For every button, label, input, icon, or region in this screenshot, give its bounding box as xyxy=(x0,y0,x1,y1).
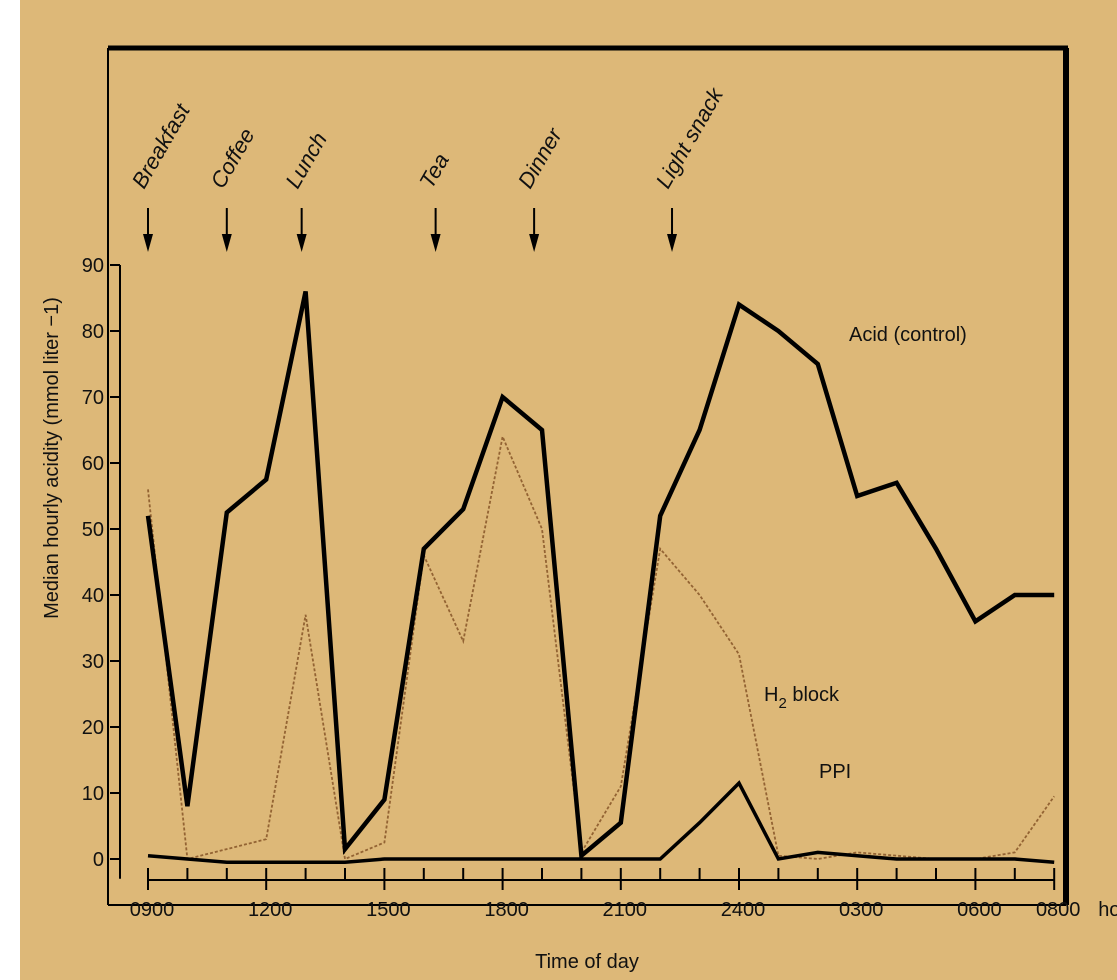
y-tick-label: 50 xyxy=(82,519,104,541)
series-lines xyxy=(145,290,1055,865)
y-tick-label: 10 xyxy=(82,783,104,805)
x-axis-title: Time of day xyxy=(535,951,639,973)
event-arrow-head xyxy=(430,234,441,252)
y-tick-label: 40 xyxy=(82,585,104,607)
x-tick-label: 2400 xyxy=(721,899,766,921)
x-tick-label: 1800 xyxy=(484,899,529,921)
event-arrow-head xyxy=(143,234,153,252)
y-tick-label: 90 xyxy=(82,255,104,277)
event-arrow-head xyxy=(667,234,678,252)
x-tick-label: 0300 xyxy=(839,899,884,921)
x-unit-label: hours xyxy=(1098,899,1117,921)
series-label-0: Acid (control) xyxy=(849,324,967,346)
series-line-2 xyxy=(147,780,1055,865)
plot-frame xyxy=(107,45,1069,906)
y-tick-label: 30 xyxy=(82,651,104,673)
series-line-1 xyxy=(147,433,1055,861)
series-label-suffix: block xyxy=(787,684,840,706)
y-tick-label: 70 xyxy=(82,387,104,409)
y-tick-label: 0 xyxy=(93,849,104,871)
x-tick-label: 1200 xyxy=(248,899,293,921)
y-tick-label: 60 xyxy=(82,453,104,475)
x-tick-label: 0600 xyxy=(957,899,1002,921)
event-arrow-head xyxy=(221,234,232,252)
y-axis-title: Median hourly acidity (mmol liter −1) xyxy=(41,297,63,619)
event-arrow-head xyxy=(529,234,540,252)
x-tick-label: 0800 xyxy=(1036,899,1081,921)
series-label-2: PPI xyxy=(819,761,851,783)
series-label-subscript: 2 xyxy=(778,695,786,712)
x-tick-label: 2100 xyxy=(603,899,648,921)
axes: 0 10 20 30 40 50 60 70 80 90 0900 1200 1500 1800 2100 2… xyxy=(82,255,1117,921)
y-tick-label: 80 xyxy=(82,321,104,343)
chart-background xyxy=(20,0,1117,980)
y-tick-label: 20 xyxy=(82,717,104,739)
event-arrow-head xyxy=(296,234,307,252)
x-tick-label: 0900 xyxy=(130,899,175,921)
x-tick-label: 1500 xyxy=(366,899,411,921)
series-line-0 xyxy=(145,290,1055,861)
